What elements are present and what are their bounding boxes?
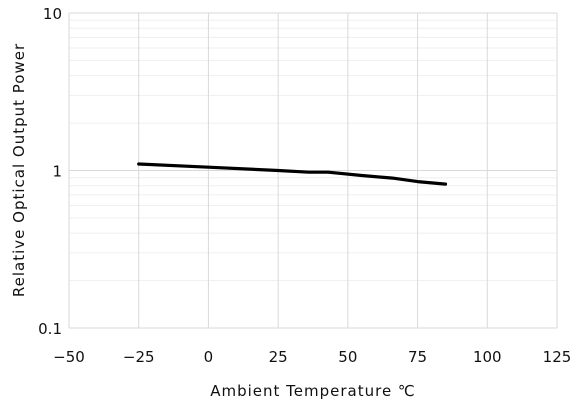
x-tick-label: 50 (338, 348, 357, 366)
x-tick-label: 75 (408, 348, 427, 366)
series-line (137, 162, 448, 186)
x-tick-labels: −50 −25 0 25 50 75 100 125 (53, 348, 571, 366)
y-tick-labels: 0.1 1 10 (38, 5, 62, 338)
x-tick-label: 0 (204, 348, 214, 366)
y-tick-label: 10 (43, 5, 62, 23)
x-axis-label: Ambient Temperature ℃ (210, 382, 416, 400)
x-tick-label: 125 (543, 348, 572, 366)
x-tick-label: 100 (473, 348, 502, 366)
x-tick-label: −25 (123, 348, 155, 366)
x-tick-label: −50 (53, 348, 85, 366)
y-tick-label: 0.1 (38, 320, 62, 338)
y-axis-label: Relative Optical Output Power (10, 43, 28, 297)
minor-gridlines (69, 19, 557, 282)
series-group (137, 162, 448, 186)
major-gridlines (68, 12, 558, 329)
y-tick-label: 1 (52, 163, 62, 181)
x-tick-label: 25 (269, 348, 288, 366)
